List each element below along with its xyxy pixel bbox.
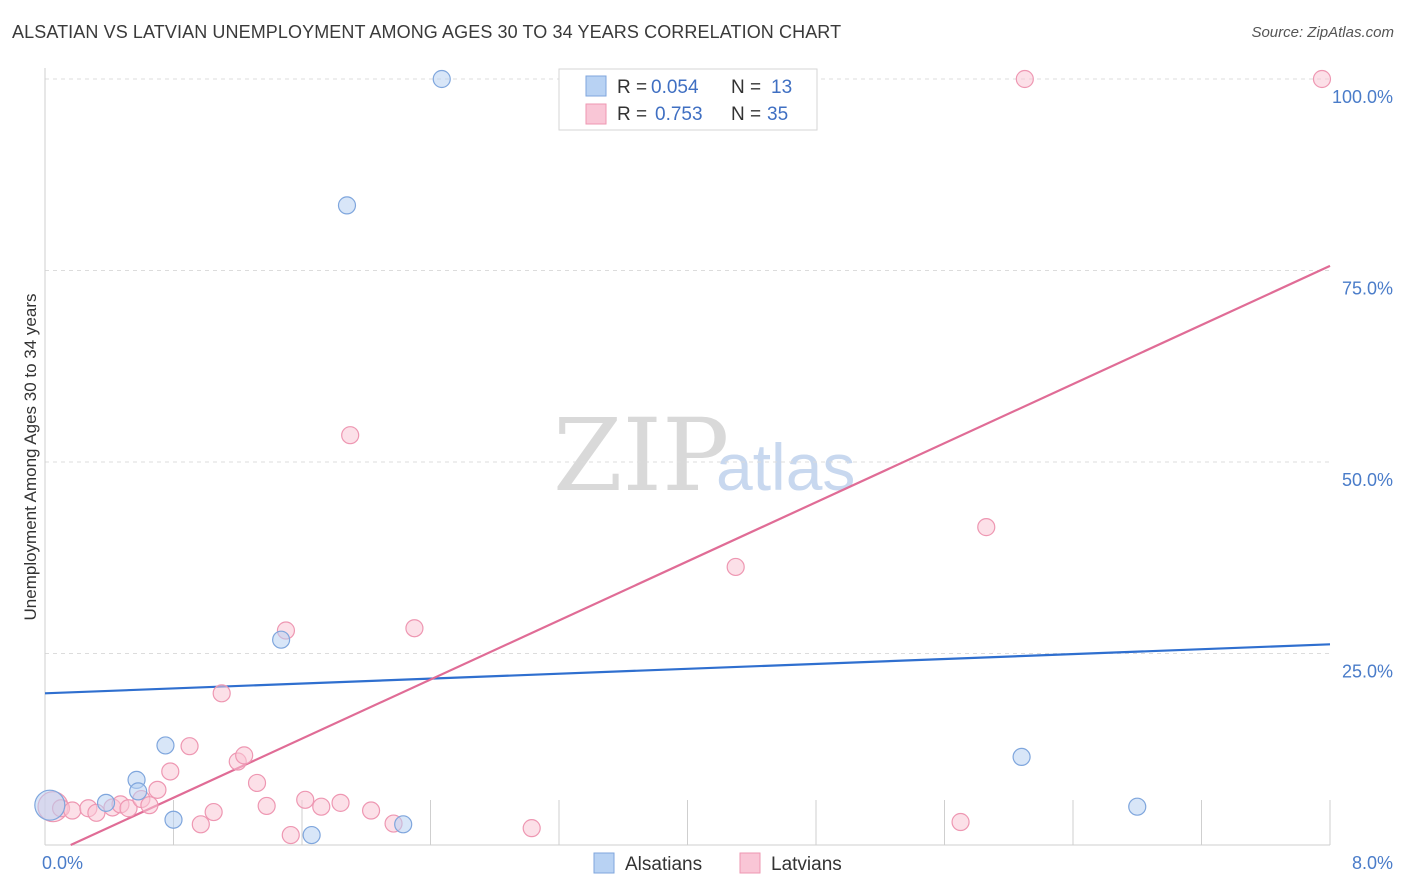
y-tick-label: 100.0%	[1332, 87, 1393, 107]
point-latvians	[204, 802, 223, 822]
source-label: Source: ZipAtlas.com	[1251, 24, 1394, 41]
point-latvians	[140, 796, 159, 815]
legend-swatch-alsatians	[585, 75, 607, 97]
point-alsatians	[96, 793, 116, 812]
point-latvians	[63, 801, 82, 820]
point-latvians	[247, 773, 267, 793]
watermark: ZIP atlas	[553, 397, 855, 514]
watermark-atlas: atlas	[716, 430, 855, 504]
point-latvians	[951, 812, 970, 832]
point-latvians	[341, 426, 360, 445]
point-alsatians	[394, 815, 413, 834]
legend-bottom: Alsatians Latvians	[593, 852, 842, 875]
point-latvians	[296, 790, 315, 809]
legend-bottom-swatch-latvians	[739, 852, 761, 874]
y-axis-label: Unemployment Among Ages 30 to 34 years	[21, 294, 40, 621]
watermark-zip: ZIP	[553, 397, 729, 514]
x-tick-label: 8.0%	[1352, 853, 1393, 873]
trend-lines	[44, 264, 1331, 846]
point-alsatians	[302, 825, 321, 845]
point-latvians	[331, 793, 350, 812]
point-latvians	[522, 819, 541, 838]
point-latvians	[235, 746, 254, 765]
point-latvians	[191, 815, 210, 834]
x-tick-labels: 0.0% 8.0%	[42, 853, 1393, 873]
point-latvians	[361, 801, 381, 820]
point-alsatians	[129, 782, 148, 801]
point-latvians	[180, 737, 199, 756]
point-latvians	[212, 684, 231, 703]
trend-line-alsatians	[44, 643, 1331, 695]
legend-bottom-label-alsatians: Alsatians	[625, 854, 702, 875]
legend-r-value: 0.054	[651, 77, 699, 98]
point-latvians	[726, 557, 745, 577]
legend-n-label: N =	[731, 104, 761, 125]
y-tick-label: 75.0%	[1342, 279, 1393, 299]
point-alsatians	[432, 69, 451, 89]
point-alsatians	[1128, 797, 1147, 816]
point-latvians	[119, 799, 138, 818]
point-latvians	[405, 619, 424, 638]
legend-top: R = 0.054 N = 13 R = 0.753 N = 35	[558, 68, 818, 131]
point-latvians	[257, 796, 276, 816]
point-alsatians	[164, 810, 183, 829]
y-tick-labels: 100.0% 75.0% 50.0% 25.0%	[1332, 87, 1393, 682]
legend-r-label: R =	[617, 104, 647, 125]
point-alsatians	[272, 630, 291, 649]
point-alsatians	[156, 736, 175, 755]
point-alsatians	[337, 196, 357, 215]
legend-r-label: R =	[617, 77, 647, 98]
point-latvians	[312, 797, 331, 816]
legend-n-label: N =	[731, 77, 761, 98]
scatter-points	[34, 69, 1332, 845]
x-tick-label: 0.0%	[42, 853, 83, 873]
y-tick-label: 50.0%	[1342, 470, 1393, 490]
point-latvians	[161, 762, 180, 781]
grid-lines	[45, 78, 1330, 654]
legend-r-value: 0.753	[655, 104, 703, 125]
point-latvians	[281, 825, 300, 845]
point-latvians	[148, 780, 167, 799]
trend-line-latvians	[70, 264, 1331, 846]
point-latvians	[1312, 69, 1332, 89]
point-latvians	[1015, 69, 1034, 89]
y-tick-label: 25.0%	[1342, 662, 1393, 682]
point-alsatians	[1012, 747, 1031, 767]
legend-bottom-swatch-alsatians	[593, 852, 615, 874]
legend-n-value: 13	[771, 77, 792, 98]
legend-n-value: 35	[767, 104, 788, 125]
point-latvians	[977, 518, 996, 537]
legend-bottom-label-latvians: Latvians	[771, 854, 842, 875]
chart-title: ALSATIAN VS LATVIAN UNEMPLOYMENT AMONG A…	[12, 22, 842, 42]
point-alsatians	[34, 789, 66, 821]
legend-swatch-latvians	[585, 103, 607, 125]
